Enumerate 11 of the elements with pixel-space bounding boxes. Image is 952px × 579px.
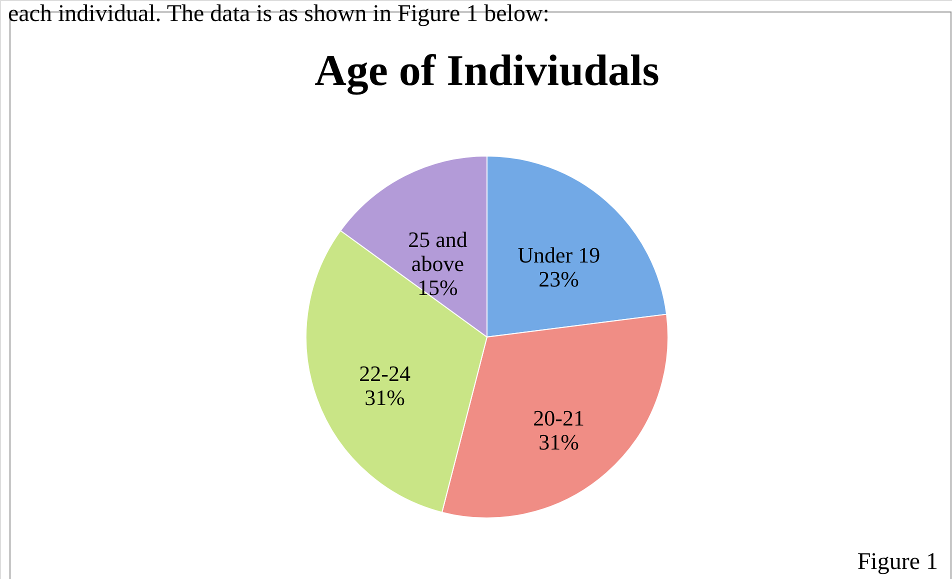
slice-label: 20-21	[533, 405, 584, 430]
slice-label: Under 19	[518, 242, 600, 268]
data-label: 23%	[538, 266, 579, 292]
caption: Figure 1	[857, 549, 938, 575]
data-label: 31%	[364, 384, 405, 410]
slice-label: 25 and above	[408, 227, 468, 276]
text: each individual. The data is as shown in Figure 1 below:	[8, 1, 550, 27]
chart-title: Age of Indiviudals	[314, 46, 660, 95]
slice-label: 22-24	[359, 360, 410, 386]
data-label: 15%	[418, 275, 458, 300]
data-label: 31%	[538, 429, 579, 454]
